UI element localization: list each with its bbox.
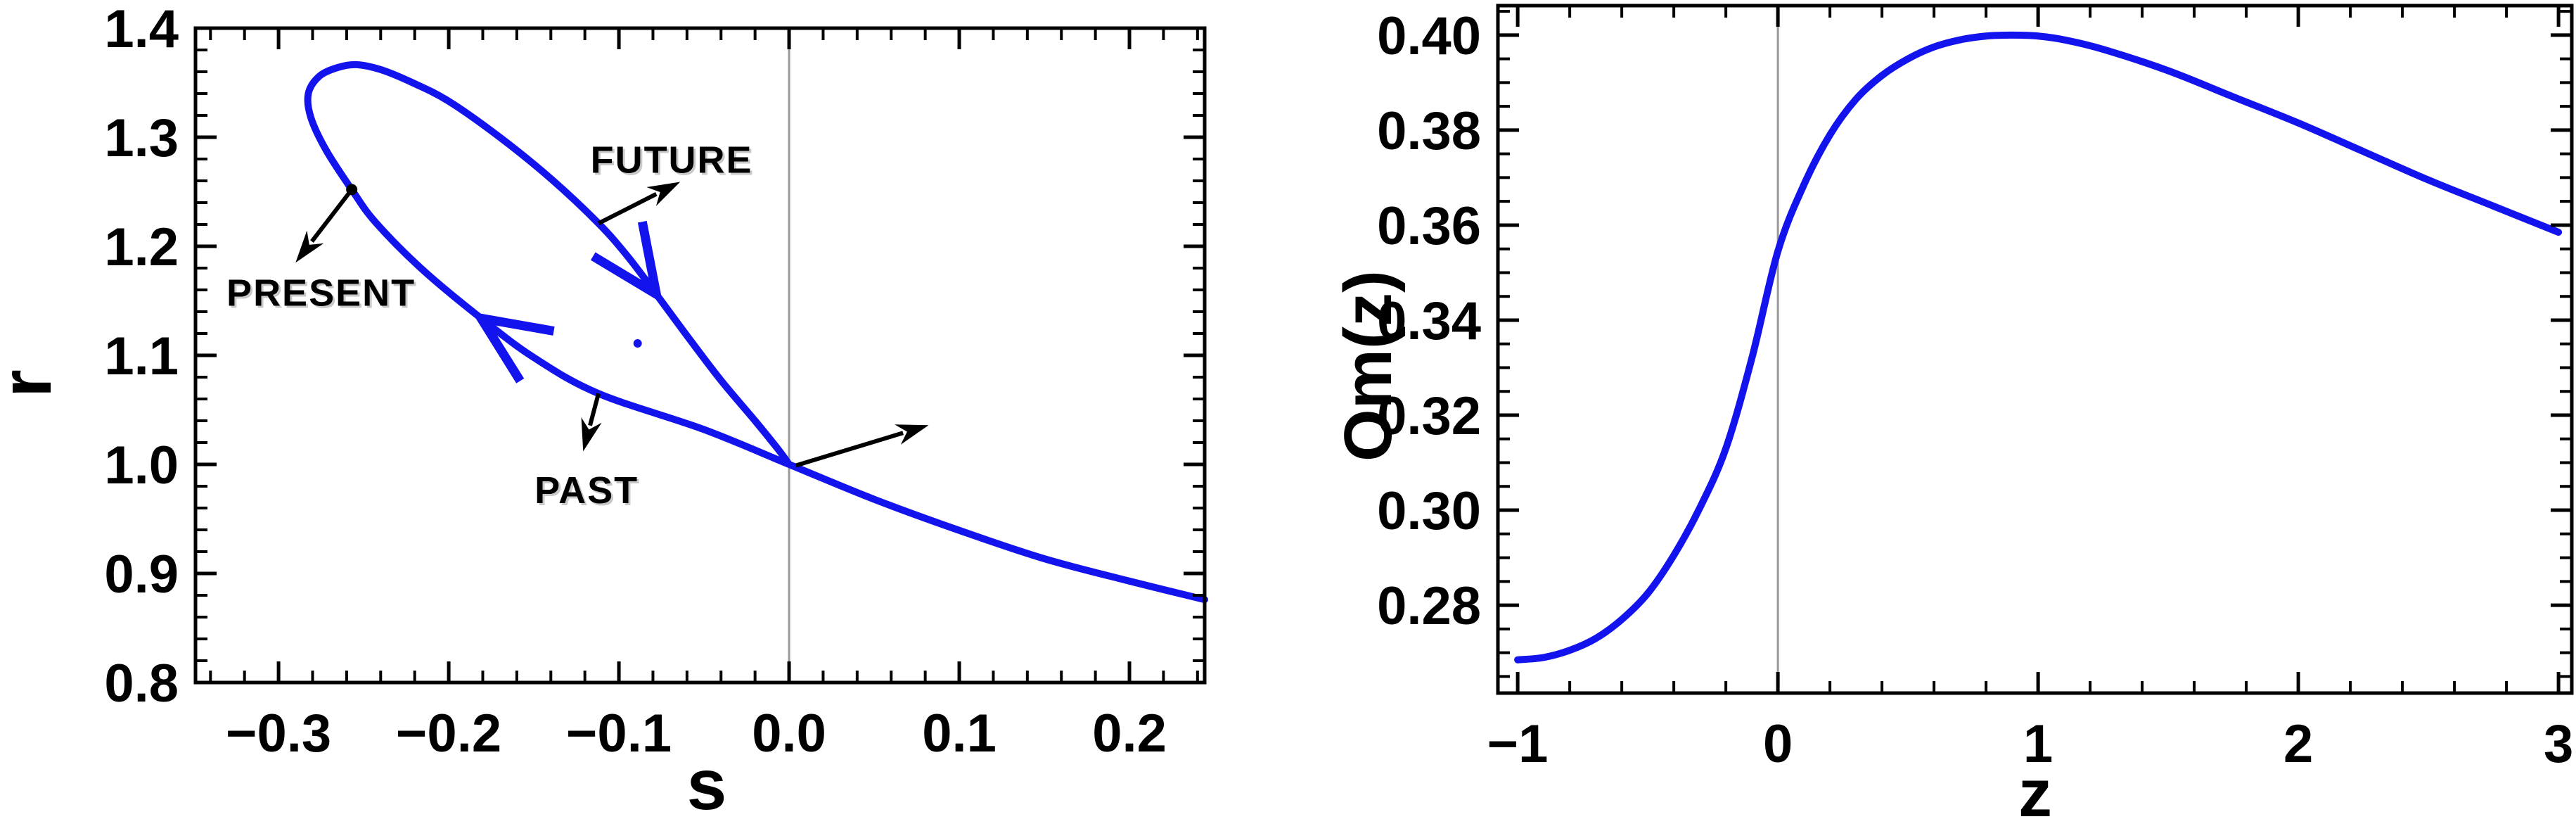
y-tick-label: 0.30 — [1377, 481, 1481, 541]
present-point — [346, 184, 358, 196]
future-arrow-head — [646, 182, 681, 206]
future-label: FUTURE — [591, 139, 753, 181]
x-tick-label: −0.3 — [226, 704, 331, 763]
direction-arrowhead-outer — [471, 312, 555, 383]
x-tick-label: −0.2 — [396, 704, 501, 763]
trajectory-curve — [1514, 31, 2563, 664]
x-tick-label: 0.1 — [922, 704, 997, 763]
x-tick-label: 0.0 — [752, 704, 826, 763]
statefinder-plot: −0.3 −0.2 −0.1 0.0 0.1 0.2 0.8 0.9 1.0 1.1 1.2 1.3 1… — [0, 0, 1208, 825]
x-tick-label: 0.2 — [1092, 704, 1167, 763]
future-arrow-shaft — [597, 192, 658, 226]
lcdm-arrow-head — [895, 424, 929, 445]
x-axis-title: z — [2018, 756, 2052, 831]
present-arrow-shaft — [310, 188, 354, 243]
y-tick-label: 1.1 — [104, 326, 179, 386]
future-label-shadow: FUTURE — [593, 141, 755, 183]
y-tick-label: 0.36 — [1377, 196, 1481, 256]
x-tick-label: −1 — [1487, 714, 1549, 774]
x-tick-label: 0 — [1763, 714, 1793, 774]
y-tick-label: 1.3 — [104, 108, 179, 168]
present-arrow-head — [295, 230, 324, 263]
past-arrow-head — [581, 417, 602, 452]
lcdm-arrow-shaft — [795, 431, 904, 468]
y-tick-label: 1.2 — [104, 217, 179, 277]
present-label: PRESENT — [226, 272, 416, 314]
plot-frame — [1496, 4, 2574, 695]
om-z-plot: −1 0 1 2 3 0.28 0.30 0.32 0.34 0.36 0.38 0.40 z Om(z) — [1331, 4, 2574, 831]
x-tick-label: 1 — [2023, 714, 2053, 774]
y-tick-label: 0.32 — [1377, 386, 1481, 446]
y-tick-label: 0.8 — [104, 654, 179, 713]
direction-arrowhead-inner — [590, 220, 663, 304]
y-tick-label: 0.28 — [1377, 576, 1481, 636]
y-tick-label: 0.40 — [1377, 6, 1481, 66]
x-axis-title: s — [687, 744, 727, 825]
y-tick-label: 1.0 — [104, 436, 179, 495]
past-arrow-shaft — [588, 393, 601, 426]
y-tick-label: 0.38 — [1377, 101, 1481, 161]
trajectory-curve — [304, 61, 1208, 604]
x-tick-label: −0.1 — [566, 704, 672, 763]
y-axis-title: r — [0, 369, 66, 398]
x-tick-label: 2 — [2283, 714, 2313, 774]
x-tick-label: 3 — [2544, 714, 2573, 774]
y-tick-label: 1.4 — [104, 0, 179, 59]
past-label: PAST — [534, 469, 639, 512]
y-axis-title: Om(z) — [1331, 270, 1406, 462]
past-label-shadow: PAST — [537, 471, 641, 514]
y-tick-label: 0.34 — [1377, 291, 1481, 351]
inner-point — [633, 338, 642, 348]
present-label-shadow: PRESENT — [229, 274, 418, 316]
y-tick-label: 0.9 — [104, 545, 179, 604]
